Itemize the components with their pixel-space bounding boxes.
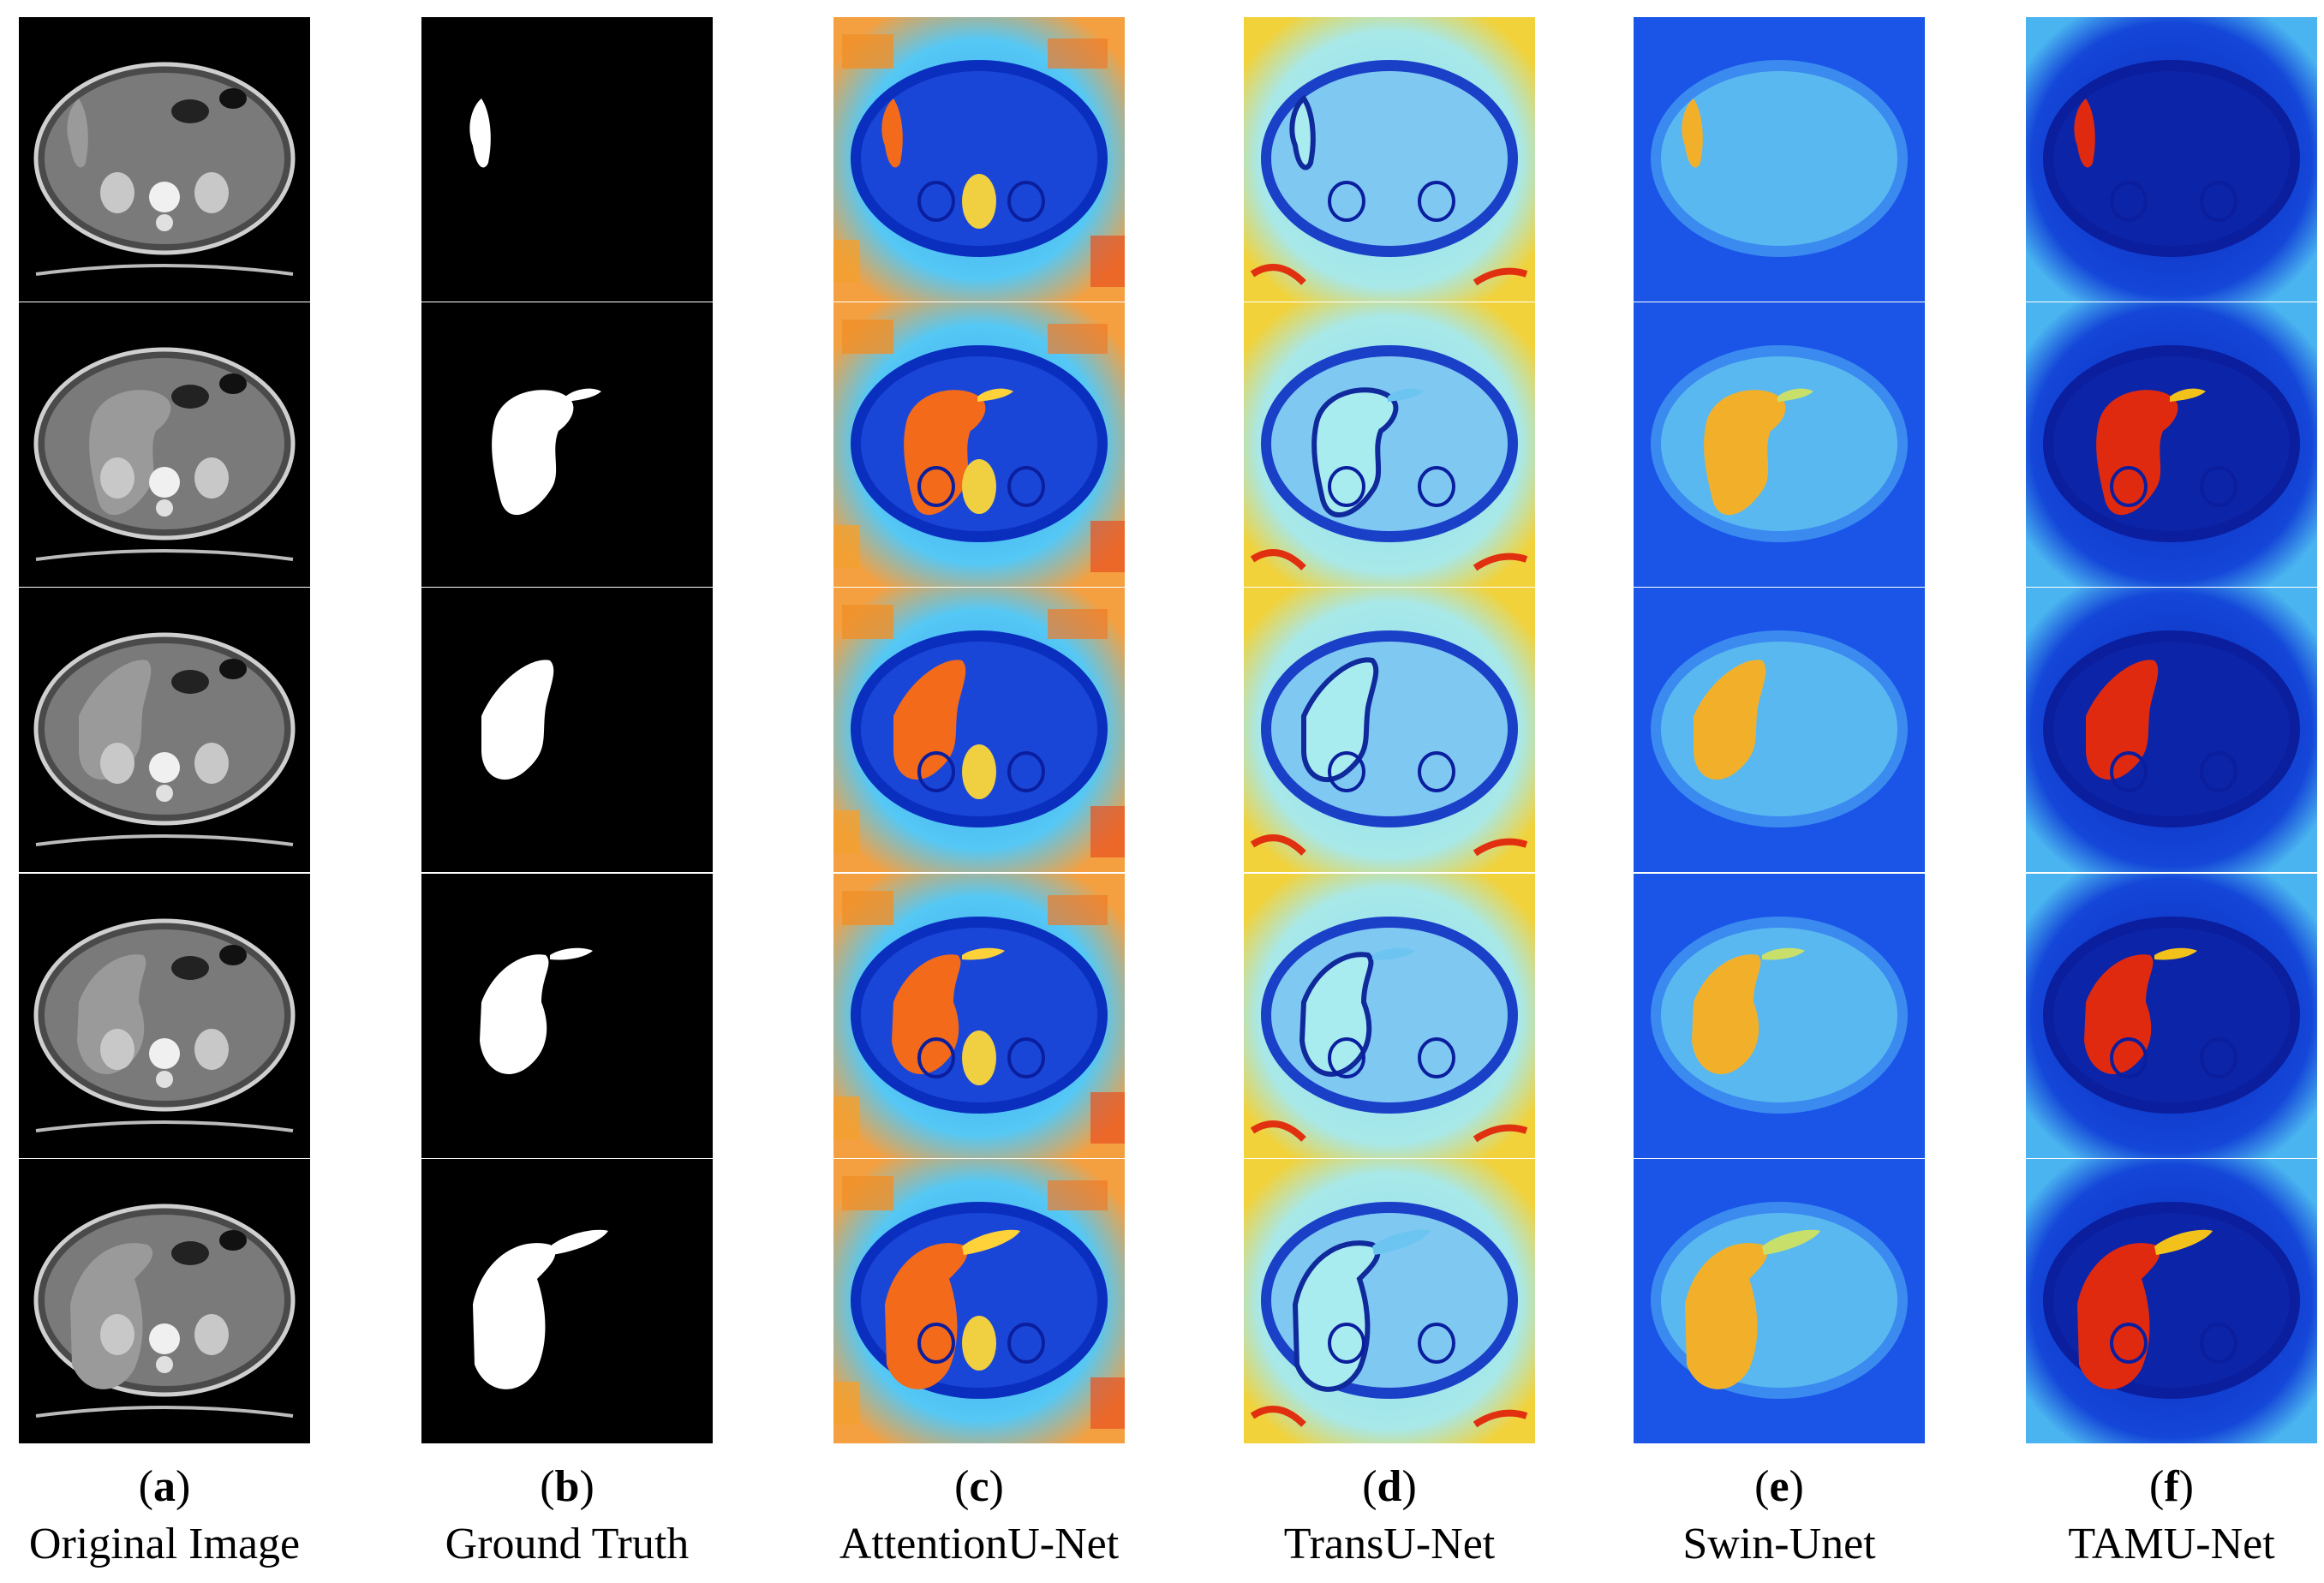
- panel-letter-char: e: [1769, 1462, 1789, 1511]
- panel-letter: (f): [2149, 1462, 2194, 1511]
- column-d: (d) TransU-Net: [1244, 0, 1535, 1583]
- panel-e-row-3: [1634, 588, 1925, 872]
- panel-c-row-3: [833, 588, 1125, 872]
- column-a: (a) Original Image: [19, 0, 310, 1583]
- panel-c-row-5: [833, 1159, 1125, 1443]
- panel-caption: TAMU-Net: [2068, 1520, 2275, 1568]
- panel-letter: (d): [1362, 1462, 1417, 1511]
- panel-b-row-1: [421, 17, 713, 302]
- panel-b-row-4: [421, 874, 713, 1158]
- column-c: (c) AttentionU-Net: [833, 0, 1125, 1583]
- panel-a-row-2: [19, 302, 310, 587]
- panel-letter: (a): [138, 1462, 191, 1511]
- panel-d-row-1: [1244, 17, 1535, 302]
- panel-e-row-4: [1634, 874, 1925, 1158]
- panel-letter-char: f: [2164, 1462, 2179, 1511]
- panel-letter: (b): [540, 1462, 594, 1511]
- panel-letter-char: c: [969, 1462, 989, 1511]
- panel-caption: Ground Truth: [445, 1520, 690, 1568]
- panel-caption: Original Image: [28, 1520, 301, 1568]
- column-f: (f) TAMU-Net: [2026, 0, 2317, 1583]
- panel-b-row-3: [421, 588, 713, 872]
- panel-b-row-5: [421, 1159, 713, 1443]
- panel-letter-char: b: [554, 1462, 580, 1511]
- panel-caption: Swin-Unet: [1682, 1520, 1876, 1568]
- panel-letter: (c): [954, 1462, 1004, 1511]
- panel-f-row-4: [2026, 874, 2317, 1158]
- panel-e-row-1: [1634, 17, 1925, 302]
- panel-d-row-5: [1244, 1159, 1535, 1443]
- panel-f-row-2: [2026, 302, 2317, 587]
- panel-a-row-1: [19, 17, 310, 302]
- panel-a-row-5: [19, 1159, 310, 1443]
- panel-e-row-2: [1634, 302, 1925, 587]
- panel-b-row-2: [421, 302, 713, 587]
- panel-letter-char: a: [153, 1462, 176, 1511]
- panel-caption: TransU-Net: [1283, 1520, 1496, 1568]
- panel-d-row-2: [1244, 302, 1535, 587]
- panel-a-row-4: [19, 874, 310, 1158]
- panel-d-row-3: [1244, 588, 1535, 872]
- panel-f-row-5: [2026, 1159, 2317, 1443]
- panel-letter: (e): [1754, 1462, 1804, 1511]
- panel-letter-char: d: [1377, 1462, 1402, 1511]
- panel-c-row-2: [833, 302, 1125, 587]
- panel-c-row-4: [833, 874, 1125, 1158]
- panel-a-row-3: [19, 588, 310, 872]
- panel-e-row-5: [1634, 1159, 1925, 1443]
- panel-f-row-3: [2026, 588, 2317, 872]
- panel-d-row-4: [1244, 874, 1535, 1158]
- panel-c-row-1: [833, 17, 1125, 302]
- column-e: (e) Swin-Unet: [1634, 0, 1925, 1583]
- column-b: (b) Ground Truth: [421, 0, 713, 1583]
- panel-caption: AttentionU-Net: [839, 1520, 1120, 1568]
- panel-f-row-1: [2026, 17, 2317, 302]
